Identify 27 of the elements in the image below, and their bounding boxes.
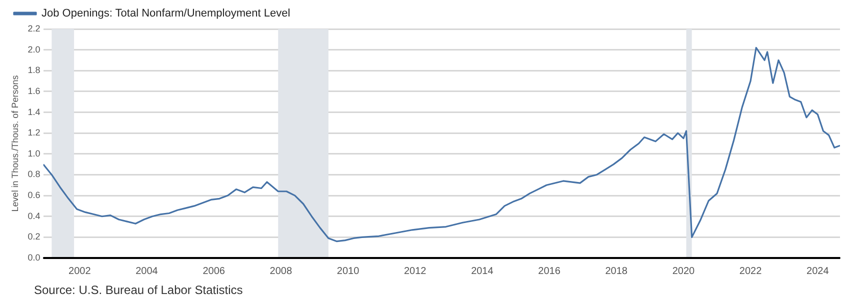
- x-tick-label: 2010: [336, 266, 360, 277]
- source-note: Source: U.S. Bureau of Labor Statistics: [34, 283, 243, 297]
- x-tick-label: 2020: [672, 266, 696, 277]
- x-tick-label: 2006: [202, 266, 226, 277]
- y-tick-label: 1.8: [28, 65, 40, 76]
- y-tick-label: 0.2: [28, 232, 40, 242]
- y-tick-label: 1.2: [28, 128, 40, 138]
- x-tick-label: 2002: [68, 266, 92, 277]
- legend-label: Job Openings: Total Nonfarm/Unemployment Level: [42, 8, 290, 20]
- y-tick-label: 1.4: [28, 106, 40, 117]
- y-axis-title: Level in Thous./Thous. of Persons: [10, 74, 20, 212]
- y-tick-label: 1.6: [28, 86, 40, 96]
- x-tick-label: 2008: [270, 266, 292, 277]
- y-tick-label: 2.2: [28, 23, 40, 34]
- x-tick-label: 2016: [538, 266, 561, 277]
- y-tick-label: 1.0: [28, 148, 40, 158]
- x-tick-label: 2012: [404, 266, 427, 277]
- x-tick-label: 2004: [136, 266, 158, 277]
- y-tick-label: 2.0: [28, 44, 40, 54]
- x-tick-label: 2022: [739, 266, 762, 277]
- x-tick-label: 2014: [471, 266, 494, 277]
- y-tick-label: 0.6: [28, 190, 40, 200]
- y-tick-label: 0.4: [28, 210, 40, 221]
- y-tick-label: 0.0: [28, 252, 40, 262]
- x-tick-label: 2024: [806, 266, 830, 277]
- y-tick-label: 0.8: [28, 169, 40, 180]
- x-tick-label: 2018: [605, 266, 628, 277]
